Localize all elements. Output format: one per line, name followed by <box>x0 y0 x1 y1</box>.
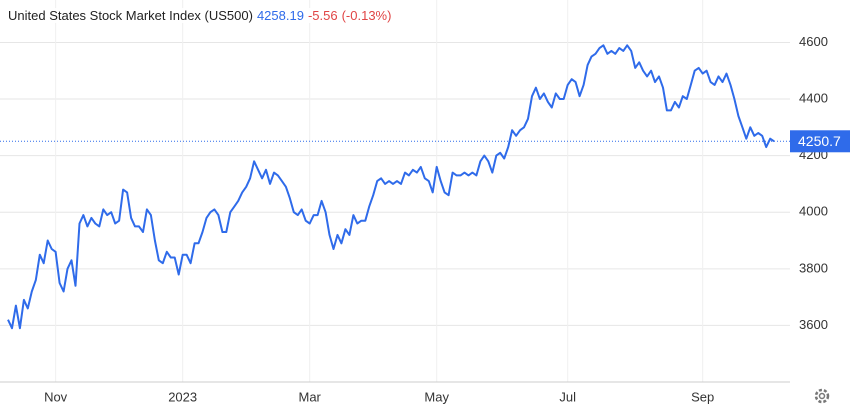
x-tick-label: Mar <box>298 389 321 404</box>
change: -5.56 <box>307 8 338 23</box>
y-tick-label: 4600 <box>799 34 828 49</box>
index-name: United States Stock Market Index (US500) <box>8 8 253 23</box>
header: United States Stock Market Index (US500)… <box>8 8 396 23</box>
x-tick-label: Sep <box>691 389 714 404</box>
y-tick-label: 4400 <box>799 90 828 105</box>
price: 4258.19 <box>256 8 304 23</box>
current-value-box <box>790 130 850 153</box>
x-tick-label: 2023 <box>168 389 197 404</box>
y-tick-label: 4000 <box>799 204 828 219</box>
x-tick-label: Jul <box>559 389 576 404</box>
y-tick-label: 3800 <box>799 260 828 275</box>
settings-icon[interactable] <box>814 388 830 404</box>
current-value-label: 4250.7 <box>798 133 841 149</box>
change-pct: (-0.13%) <box>341 8 392 23</box>
price-line <box>7 44 775 330</box>
x-tick-label: Nov <box>44 389 68 404</box>
x-tick-label: May <box>424 389 449 404</box>
y-tick-label: 3600 <box>799 317 828 332</box>
